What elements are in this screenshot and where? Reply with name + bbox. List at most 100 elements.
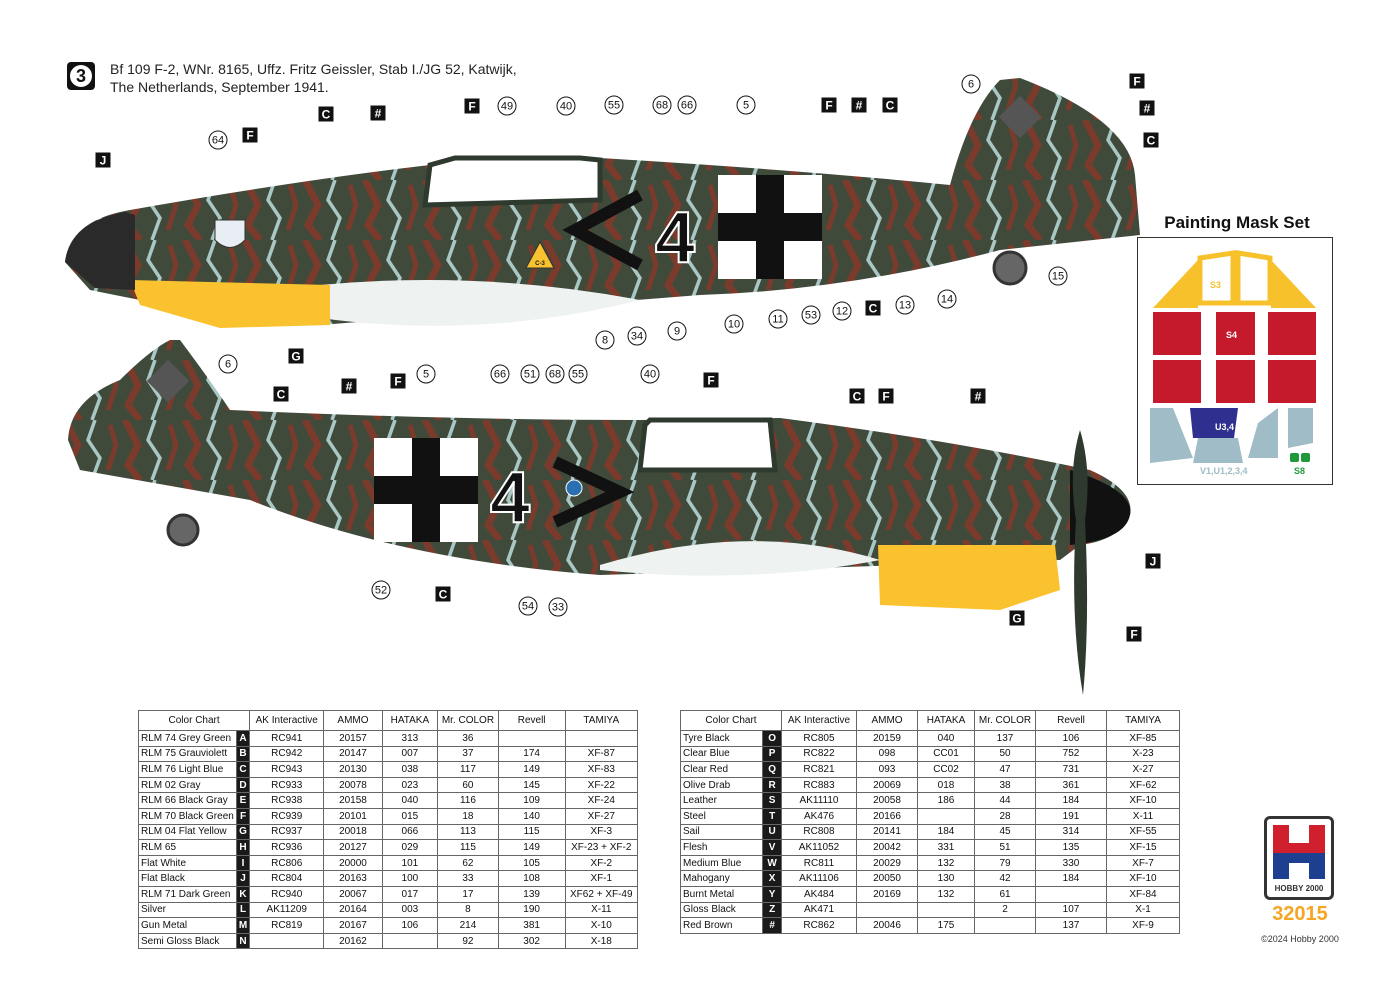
paint-code: RC811 [781, 854, 857, 872]
canopy-top [422, 155, 603, 208]
color-name: Silver [138, 901, 237, 919]
column-header: Mr. COLOR [974, 710, 1036, 731]
table-row: Tyre Black O RC805 20159 040 137 106 XF-85 [679, 730, 1180, 747]
yellow-cowling-top [130, 280, 330, 328]
table-row: Silver L AK11209 20164 003 8 190 X-11 [138, 901, 639, 919]
paint-code: 60 [437, 776, 499, 794]
paint-code: 20101 [323, 807, 383, 825]
paint-code: 331 [917, 839, 975, 856]
top-profile-callout: J [95, 152, 111, 168]
color-name: Tyre Black [679, 730, 764, 747]
paint-code [381, 932, 439, 950]
color-code-letter: H [235, 839, 251, 856]
paint-code: 330 [1035, 854, 1107, 872]
paint-code: 62 [437, 854, 499, 872]
paint-code: RC805 [781, 730, 857, 747]
paint-code: 61 [974, 885, 1036, 903]
color-code-letter: F [235, 807, 251, 825]
column-header: AMMO [856, 710, 918, 731]
color-chart-table-left: Color Chart AK Interactive AMMO HATAKA Mr. C… [137, 710, 639, 950]
bottom-profile-callout: 52 [371, 580, 391, 600]
top-profile-callout: # [851, 97, 867, 113]
color-name: RLM 04 Flat Yellow [138, 823, 237, 841]
paint-code [856, 901, 918, 919]
paint-code: 37 [437, 745, 499, 763]
paint-code: XF62 + XF-49 [564, 885, 639, 903]
side-code-top: 4 [655, 198, 695, 278]
top-profile-callout: 11 [768, 309, 788, 329]
bottom-profile-callout: 66 [490, 364, 510, 384]
paint-code [564, 730, 639, 747]
paint-code: 17 [437, 885, 499, 903]
table-row: Flesh V AK11052 20042 331 51 135 XF-15 [679, 839, 1180, 856]
color-code-letter: A [235, 730, 251, 747]
bottom-profile-callout: 55 [568, 364, 588, 384]
column-header: HATAKA [917, 710, 975, 731]
bottom-profile-callout: J [1145, 553, 1161, 569]
color-name: RLM 02 Gray [138, 776, 237, 794]
paint-code: 20029 [856, 854, 918, 872]
color-name: Burnt Metal [679, 885, 764, 903]
paint-code: 149 [497, 839, 566, 856]
color-code-letter: X [762, 870, 782, 887]
paint-code: 20164 [323, 901, 383, 919]
paint-code: 79 [974, 854, 1036, 872]
color-name: RLM 76 Light Blue [138, 761, 237, 778]
paint-code: XF-27 [564, 807, 639, 825]
paint-code: RC939 [249, 807, 325, 825]
paint-code: RC941 [249, 730, 325, 747]
table-row: RLM 02 Gray D RC933 20078 023 60 145 XF-22 [138, 776, 639, 794]
paint-code: XF-7 [1106, 854, 1180, 872]
top-profile-callout: 5 [736, 95, 756, 115]
table-row: Olive Drab R RC883 20069 018 38 361 XF-62 [679, 776, 1180, 794]
column-header: AMMO [323, 710, 383, 731]
paint-code: RC937 [249, 823, 325, 841]
color-code-letter: B [235, 745, 251, 763]
color-name: Flat White [138, 854, 237, 872]
svg-text:S3: S3 [1210, 280, 1221, 290]
color-code-letter: G [235, 823, 251, 841]
paint-code: 313 [381, 730, 439, 747]
paint-code: XF-1 [564, 870, 639, 887]
fuselage-bottom [68, 340, 1131, 575]
paint-code: X-23 [1106, 745, 1180, 763]
top-profile-callout: 68 [652, 95, 672, 115]
table-row: Semi Gloss Black N 20162 92 302 X-18 [138, 932, 639, 950]
paint-code: 2 [974, 901, 1036, 919]
table-row: RLM 71 Dark Green K RC940 20067 017 17 139 XF62… [138, 885, 639, 903]
column-header: TAMIYA [564, 710, 639, 731]
paint-code: 20169 [856, 885, 918, 903]
bottom-profile-callout: 5 [416, 364, 436, 384]
mask-set-title: Painting Mask Set [1164, 213, 1310, 232]
paint-code: 139 [497, 885, 566, 903]
table-row: Burnt Metal Y AK484 20169 132 61 XF-84 [679, 885, 1180, 903]
paint-code: 42 [974, 870, 1036, 887]
paint-code: RC804 [249, 870, 325, 887]
paint-code: 302 [497, 932, 566, 950]
paint-code: 040 [917, 730, 975, 747]
paint-code: 20130 [323, 761, 383, 778]
color-code-letter: J [235, 870, 251, 887]
bottom-profile-callout: F [1126, 626, 1142, 642]
top-profile-callout: 8 [595, 330, 615, 350]
tail-wheel-top [992, 250, 1028, 286]
paint-code: 20166 [856, 807, 918, 825]
paint-code: AK471 [781, 901, 857, 919]
paint-code: RC940 [249, 885, 325, 903]
paint-code: XF-2 [564, 854, 639, 872]
spinner-top [65, 212, 135, 290]
paint-code: 28 [974, 807, 1036, 825]
color-code-letter: W [762, 854, 782, 872]
paint-code: AK11209 [249, 901, 325, 919]
paint-code: 20163 [323, 870, 383, 887]
top-profile-callout: C [865, 300, 881, 316]
color-name: Mahogany [679, 870, 764, 887]
paint-code: 314 [1035, 823, 1107, 841]
top-profile-callout: 15 [1048, 266, 1068, 286]
table-row: Mahogany X AK11106 20050 130 42 184 XF-10 [679, 870, 1180, 887]
color-code-letter: Y [762, 885, 782, 903]
paint-code [1035, 885, 1107, 903]
paint-code: 135 [1035, 839, 1107, 856]
paint-code: AK11052 [781, 839, 857, 856]
color-code-letter: D [235, 776, 251, 794]
